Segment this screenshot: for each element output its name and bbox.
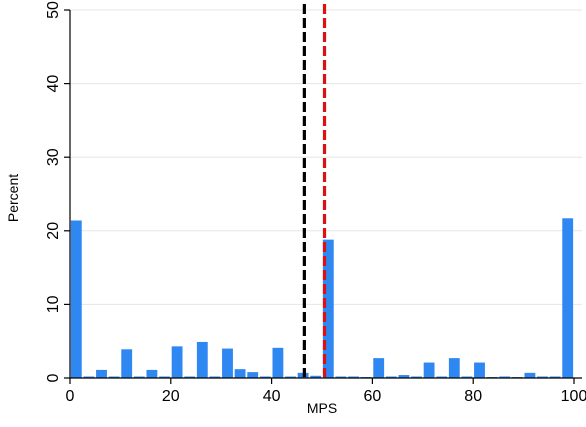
y-tick-label: 0 <box>45 373 62 382</box>
histogram-bar <box>549 376 561 378</box>
histogram-bar <box>247 372 259 378</box>
histogram-bar <box>373 358 385 378</box>
bars <box>70 218 574 378</box>
y-tick-label: 10 <box>45 295 62 313</box>
histogram-bar <box>285 376 296 378</box>
histogram-bar <box>184 376 196 378</box>
histogram-bar <box>423 362 435 378</box>
reference-lines <box>302 4 327 377</box>
histogram-bar <box>537 376 548 378</box>
histogram-bar <box>461 376 473 378</box>
y-axis-title: Percent <box>5 174 21 222</box>
x-tick-label: 20 <box>162 388 180 405</box>
histogram-bar <box>96 369 107 378</box>
histogram-bar <box>70 220 82 378</box>
histogram-bar <box>234 369 246 378</box>
histogram-bar <box>385 376 397 378</box>
histogram-bar <box>108 376 120 378</box>
histogram-bar <box>146 369 158 378</box>
histogram-bar <box>222 348 233 378</box>
histogram-bar <box>562 218 574 378</box>
histogram-bar <box>196 341 208 378</box>
x-tick-label: 40 <box>263 388 281 405</box>
histogram-bar <box>259 376 271 378</box>
histogram-bar <box>335 376 347 378</box>
x-tick-label: 60 <box>364 388 382 405</box>
histogram-bar <box>171 346 183 378</box>
x-axis-title: MPS <box>307 400 337 416</box>
histogram-bar <box>348 376 359 378</box>
histogram-bar <box>133 376 145 378</box>
histogram-bar <box>322 239 334 378</box>
histogram-bar <box>83 376 95 378</box>
x-tick-label: 100 <box>561 388 586 405</box>
histogram-bar <box>411 376 422 378</box>
x-tick-label: 0 <box>66 388 75 405</box>
y-tick-label: 30 <box>45 148 62 166</box>
histogram-bar <box>524 372 536 378</box>
histogram-bar <box>121 349 133 378</box>
histogram-bar <box>499 376 511 378</box>
histogram-bar <box>474 362 485 378</box>
y-tick-label: 40 <box>45 75 62 93</box>
histogram-bar <box>398 375 410 378</box>
x-tick-label: 80 <box>464 388 482 405</box>
y-tick-label: 20 <box>45 222 62 240</box>
histogram-bar <box>310 375 322 378</box>
y-tick-label: 50 <box>45 1 62 19</box>
histogram-bar <box>448 358 460 378</box>
histogram-bar <box>272 347 284 378</box>
axes: 0 10 20 30 40 50 0 20 40 60 80 100 <box>45 1 586 405</box>
histogram-bar <box>159 376 170 378</box>
histogram-bar <box>436 376 448 378</box>
histogram-bar <box>209 376 221 378</box>
